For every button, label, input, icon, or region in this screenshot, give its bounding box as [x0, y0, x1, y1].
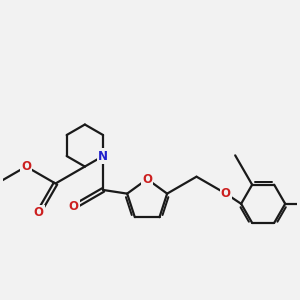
Text: O: O — [142, 172, 152, 186]
Text: O: O — [69, 200, 79, 213]
Text: O: O — [221, 187, 231, 200]
Text: O: O — [34, 206, 44, 219]
Text: O: O — [21, 160, 31, 173]
Text: N: N — [98, 149, 108, 163]
